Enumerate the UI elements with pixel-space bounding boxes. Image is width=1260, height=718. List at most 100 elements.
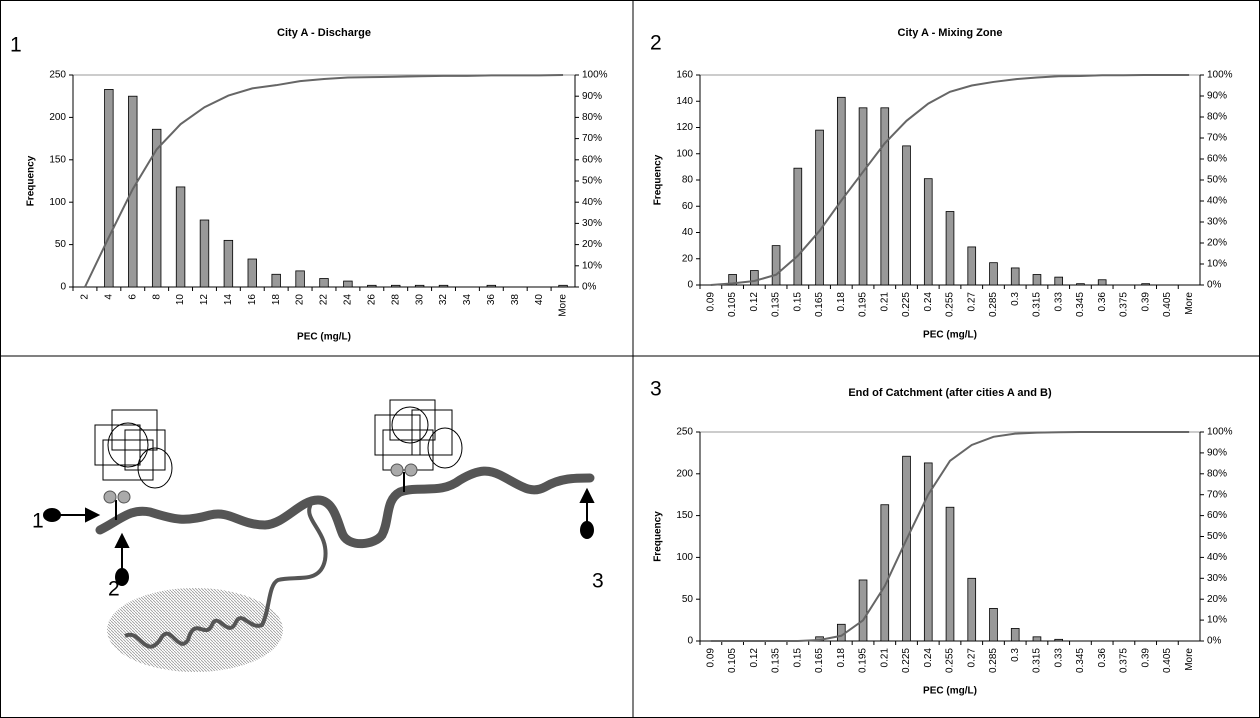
bar [1077,284,1085,285]
bar [1011,628,1019,641]
bar [903,146,911,285]
y-tick-label: 160 [676,70,693,81]
x-tick-label: 0.315 [1032,648,1043,673]
bar [1033,637,1041,641]
treatment-plant [118,491,130,503]
x-tick-label: 32 [438,294,449,306]
y-tick-label: 140 [676,96,693,107]
y-tick-label: 100 [676,148,693,159]
x-tick-label: 14 [223,294,234,306]
bar [990,263,998,285]
y-tick-label: 100 [676,552,693,563]
x-tick-label: 0.345 [1075,648,1086,673]
bar [487,285,496,287]
city-b-icon [375,400,462,470]
x-tick-label: 0.36 [1097,648,1108,668]
y2-tick-label: 30% [582,218,602,229]
bar [1098,280,1106,285]
x-tick-label: 0.195 [858,292,869,317]
x-tick-label: 0.27 [966,648,977,668]
bar [344,281,353,287]
bar [1033,275,1041,286]
panel-number: 1 [10,34,22,57]
x-tick-label: 18 [271,294,282,306]
y-tick-label: 20 [682,253,694,264]
x-tick-label: 0.09 [706,292,717,312]
x-tick-label: 0.33 [1053,648,1064,668]
y2-tick-label: 50% [1207,175,1227,186]
y2-tick-label: 10% [1207,615,1227,626]
bar [1011,268,1019,285]
y2-tick-label: 70% [1207,133,1227,144]
y-tick-label: 0 [687,636,693,647]
y2-tick-label: 30% [1207,217,1227,228]
bar [772,246,780,285]
y2-tick-label: 40% [582,197,602,208]
y2-tick-label: 0% [582,282,597,293]
bar [559,285,568,287]
bar [903,456,911,641]
bar [391,285,400,287]
y2-tick-label: 70% [582,133,602,144]
x-tick-label: 0.12 [749,648,760,668]
site-label: 2 [108,578,120,601]
x-tick-label: 0.36 [1097,292,1108,312]
chart-title: End of Catchment (after cities A and B) [848,387,1052,399]
y-tick-label: 50 [682,594,694,605]
x-tick-label: 30 [414,294,425,306]
y2-tick-label: 10% [582,260,602,271]
y2-tick-label: 80% [582,112,602,123]
x-tick-label: 0.3 [1010,648,1021,662]
bar [924,179,932,285]
y-tick-label: 120 [676,122,693,133]
x-tick-label: 40 [534,294,545,306]
bar [990,608,998,641]
y2-tick-label: 60% [1207,510,1227,521]
y2-tick-label: 60% [1207,154,1227,165]
site-label: 3 [592,570,604,593]
y2-tick-label: 100% [1207,427,1233,438]
bar [128,96,137,287]
bar [200,220,209,287]
y-tick-label: 250 [49,70,66,81]
x-tick-label: 0.18 [836,292,847,312]
x-tick-label: 0.21 [879,648,890,668]
x-tick-label: 20 [295,294,306,306]
bar [946,507,954,641]
x-tick-label: 24 [343,294,354,306]
x-tick-label: 0.255 [945,648,956,673]
x-tick-label: 0.135 [771,292,782,317]
panel-number: 2 [650,32,662,55]
x-tick-label: 0.21 [879,292,890,312]
y-tick-label: 0 [60,282,66,293]
y-axis-title: Frequency [26,155,37,206]
y-axis-title: Frequency [653,154,664,205]
bar [368,285,377,287]
y2-tick-label: 90% [1207,91,1227,102]
y-axis-title: Frequency [653,511,664,562]
x-tick-label: 8 [151,294,162,300]
y2-tick-label: 90% [1207,448,1227,459]
y2-tick-label: 70% [1207,489,1227,500]
treatment-plant [405,464,417,476]
x-tick-label: 0.15 [792,292,803,312]
x-tick-label: 0.285 [988,292,999,317]
y2-tick-label: 90% [582,91,602,102]
bar [881,505,889,641]
y2-tick-label: 30% [1207,573,1227,584]
x-tick-label: More [1184,648,1195,671]
y-tick-label: 0 [687,280,693,291]
x-tick-label: 22 [319,294,330,306]
bar [794,168,802,285]
x-tick-label: 0.3 [1010,292,1021,306]
x-tick-label: 12 [199,294,210,306]
x-tick-label: 0.105 [727,292,738,317]
bar [968,578,976,641]
x-tick-label: 2 [80,294,91,300]
x-tick-label: 0.09 [706,648,717,668]
x-tick-label: More [558,294,569,317]
x-tick-label: 0.285 [988,648,999,673]
x-tick-label: 0.225 [901,292,912,317]
bar [1055,277,1063,285]
x-tick-label: 38 [510,294,521,306]
